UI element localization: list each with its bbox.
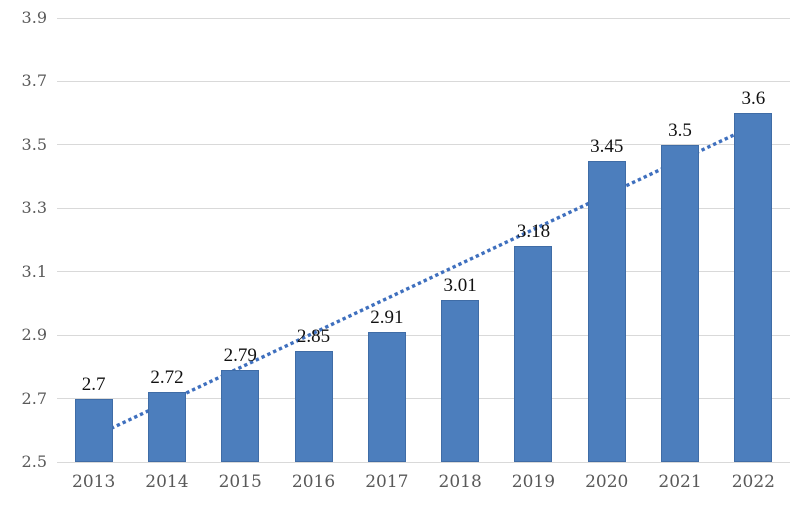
- x-axis-tick-label: 2017: [365, 472, 409, 492]
- y-axis-tick-label: 3.1: [21, 261, 47, 281]
- bar-value-label: 3.5: [668, 119, 692, 141]
- bar: [294, 351, 333, 462]
- bar: [221, 370, 260, 462]
- bar: [734, 113, 773, 462]
- bar: [514, 246, 553, 462]
- gridline: [57, 80, 790, 82]
- bar: [661, 144, 700, 462]
- gridline: [57, 271, 790, 273]
- bar: [147, 392, 186, 462]
- gridline: [57, 17, 790, 19]
- bar-value-label: 3.18: [516, 221, 551, 243]
- x-axis-tick-label: 2016: [291, 472, 336, 492]
- x-axis-tick-label: 2021: [658, 472, 702, 492]
- bar: [441, 300, 480, 462]
- bar-value-label: 3.45: [590, 135, 624, 157]
- bar-value-label: 3.01: [443, 275, 477, 297]
- bar-value-label: 2.79: [223, 345, 257, 367]
- y-axis-tick-label: 3.3: [21, 198, 47, 218]
- y-axis-tick-label: 2.7: [21, 388, 47, 408]
- y-axis-tick-label: 2.9: [21, 325, 47, 345]
- x-axis-tick-label: 2020: [585, 472, 629, 492]
- bar-value-label: 3.6: [741, 88, 766, 110]
- bar: [74, 398, 113, 462]
- bar-value-label: 2.72: [150, 367, 184, 389]
- y-axis-tick-label: 3.7: [21, 71, 47, 91]
- x-axis-tick-label: 2019: [511, 472, 556, 492]
- bar-value-label: 2.85: [296, 326, 331, 347]
- gridline: [57, 461, 790, 463]
- y-axis-tick-label: 2.5: [21, 452, 47, 471]
- x-axis-tick-label: 2018: [438, 472, 482, 492]
- gridline: [57, 207, 790, 209]
- bar: [587, 160, 626, 462]
- x-axis-tick-label: 2013: [72, 472, 116, 492]
- x-axis-tick-label: 2022: [731, 472, 775, 492]
- y-axis-tick-label: 3.5: [21, 134, 47, 154]
- x-axis-tick-label: 2015: [218, 472, 262, 492]
- bar: [367, 331, 406, 462]
- x-axis-tick-label: 2014: [145, 472, 189, 492]
- gridline: [57, 398, 790, 400]
- y-axis-tick-label: 3.9: [21, 8, 47, 27]
- bar-value-label: 2.91: [370, 306, 404, 328]
- bar-value-label: 2.7: [81, 373, 106, 395]
- gridline: [57, 144, 790, 146]
- gridline: [57, 334, 790, 336]
